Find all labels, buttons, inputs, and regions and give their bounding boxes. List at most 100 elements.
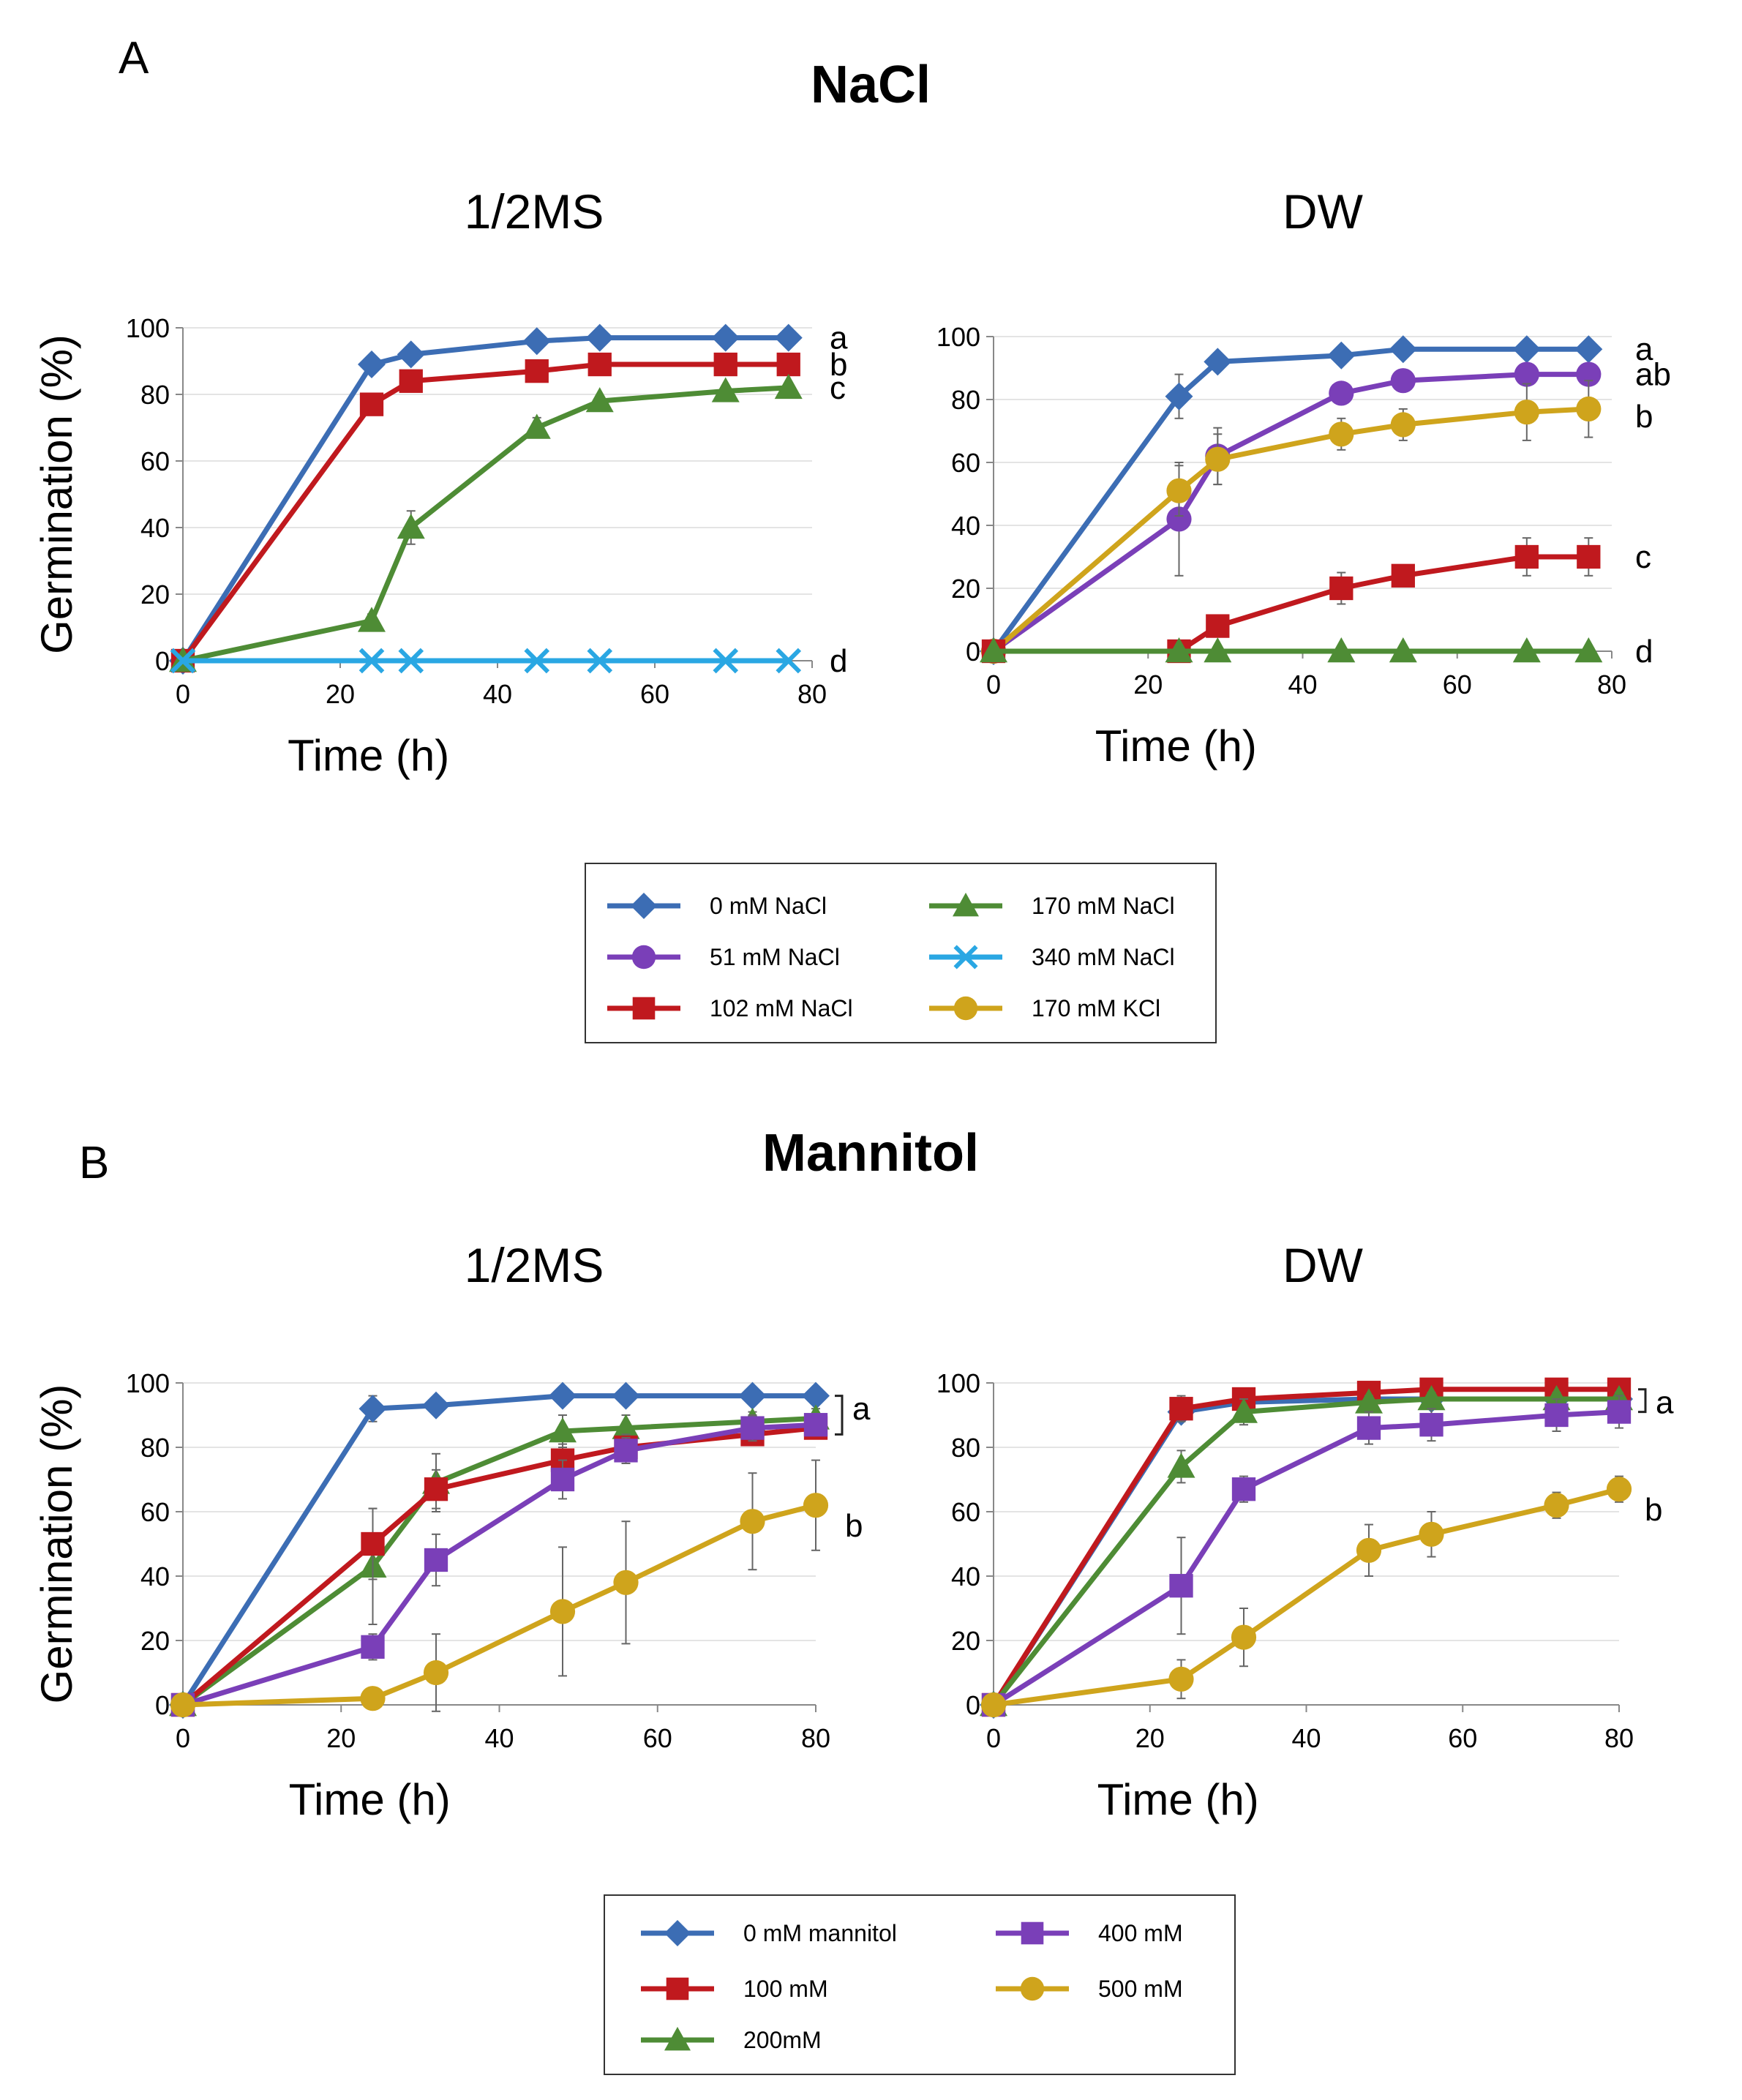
data-point-400-mm: [424, 1548, 448, 1572]
legend-item-51-mm-nacl: 51 mM NaCl: [607, 944, 840, 970]
series-100-mm: [981, 1377, 1632, 1717]
y-tick-label: 80: [140, 1433, 170, 1463]
legend-marker: [666, 1977, 689, 2000]
x-axis-title: Time (h): [1097, 1775, 1259, 1824]
legend-marker-stroke-2: [953, 945, 978, 970]
legend-label: 340 mM NaCl: [1032, 944, 1175, 970]
data-point-170-mm-nacl: [711, 377, 740, 402]
data-point-500-mm: [613, 1570, 639, 1595]
y-tick-label: 60: [140, 446, 170, 476]
data-point-0-mm-nacl: [774, 323, 803, 352]
chart-title: 1/2MS: [465, 184, 604, 239]
data-point-400-mm: [1607, 1400, 1632, 1424]
data-point-102-mm-nacl: [587, 352, 612, 377]
data-point-340-mm-nacl-stroke-2: [358, 648, 385, 674]
data-point-340-mm-nacl: [587, 648, 613, 674]
x-tick-label: 80: [797, 679, 827, 709]
significance-letter: d: [1635, 634, 1653, 670]
legend-item-170-mm-nacl: 170 mM NaCl: [929, 893, 1175, 919]
series-line-400-mm: [181, 1422, 816, 1708]
data-point-0-mm-nacl: [397, 340, 425, 369]
data-point-0-mm-mannitol: [612, 1381, 640, 1410]
x-axis-title: Time (h): [1095, 721, 1257, 770]
legend-label: 500 mM: [1098, 1976, 1183, 2002]
legend-item-0-mm-nacl: 0 mM NaCl: [607, 893, 827, 919]
series-340-mm-nacl: d: [170, 643, 847, 679]
significance-letter: ab: [1635, 357, 1671, 393]
significance-letter: b: [845, 1508, 863, 1544]
data-point-102-mm-nacl: [525, 359, 549, 383]
data-point-170-mm-kcl: [1166, 478, 1192, 503]
y-tick-label: 80: [140, 380, 170, 410]
x-tick-label: 80: [1604, 1723, 1634, 1753]
data-point-500-mm: [360, 1686, 386, 1711]
legend-label: 170 mM KCl: [1032, 995, 1160, 1021]
series-0-mm-mannitol: [169, 1381, 830, 1719]
x-tick-label: 20: [1133, 670, 1163, 700]
data-point-170-mm-kcl: [1329, 421, 1354, 447]
series-200mm: [169, 1404, 830, 1717]
data-point-170-mm-nacl: [774, 373, 803, 400]
data-point-51-mm-nacl: [1166, 506, 1192, 532]
legend-item-100-mm: 100 mM: [641, 1976, 828, 2002]
series-line-200mm: [181, 1415, 816, 1707]
data-point-500-mm: [549, 1599, 576, 1624]
legend-marker: [953, 996, 978, 1021]
data-point-102-mm-nacl: [399, 369, 423, 393]
data-point-400-mm: [1356, 1416, 1381, 1440]
data-point-400-mm: [740, 1416, 765, 1440]
data-point-0-mm-nacl: [711, 323, 740, 352]
series-170-mm-nacl: d: [980, 634, 1653, 670]
series-102-mm-nacl: b: [170, 347, 847, 673]
series-0-mm-mannitol: [980, 1385, 1633, 1719]
y-axis-title: Germination (%): [32, 1384, 81, 1704]
series-170-mm-kcl: b: [980, 380, 1653, 664]
data-point-500-mm: [423, 1660, 449, 1686]
x-axis-title: Time (h): [288, 731, 449, 780]
data-point-500-mm: [1419, 1521, 1444, 1547]
series-500-mm: b: [170, 1459, 863, 1718]
data-point-0-mm-nacl: [1389, 335, 1417, 364]
data-point-100-mm: [424, 1477, 448, 1501]
significance-letter: c: [1635, 539, 1651, 575]
data-point-340-mm-nacl-stroke-2: [398, 648, 424, 674]
data-point-0-mm-mannitol: [358, 1395, 387, 1423]
data-point-400-mm: [1169, 1574, 1193, 1598]
x-tick-label: 0: [986, 1723, 1001, 1753]
data-point-400-mm: [1419, 1413, 1443, 1437]
data-point-102-mm-nacl: [1206, 614, 1230, 638]
data-point-170-mm-nacl: [1389, 637, 1417, 663]
x-tick-label: 20: [326, 1723, 356, 1753]
data-point-170-mm-nacl: [1204, 637, 1232, 663]
y-tick-label: 100: [126, 313, 170, 343]
data-point-51-mm-nacl: [1576, 361, 1602, 387]
legend-label: 102 mM NaCl: [710, 995, 853, 1021]
legend-marker: [664, 1920, 691, 1946]
y-tick-label: 100: [936, 322, 980, 352]
data-point-340-mm-nacl: [358, 648, 385, 674]
legend-label: 0 mM mannitol: [743, 1920, 897, 1946]
data-point-0-mm-nacl: [1327, 341, 1356, 370]
data-point-102-mm-nacl: [1514, 544, 1539, 569]
data-point-500-mm: [803, 1493, 829, 1518]
data-point-200mm: [549, 1417, 577, 1443]
x-tick-label: 60: [1448, 1723, 1477, 1753]
data-point-500-mm: [1231, 1624, 1257, 1650]
legend-marker: [631, 893, 657, 919]
legend-item-170-mm-kcl: 170 mM KCl: [929, 995, 1160, 1021]
chart-nacl-dw: DW 0 20 40 60 80 100 0 20 40 60 80 Time (h) aab b c d: [936, 184, 1671, 770]
data-point-0-mm-nacl: [1204, 348, 1232, 376]
y-tick-label: 40: [140, 1561, 170, 1591]
data-point-0-mm-nacl: [1574, 335, 1603, 364]
x-tick-label: 80: [801, 1723, 830, 1753]
x-tick-label: 0: [986, 670, 1001, 700]
significance-letter: d: [830, 643, 847, 679]
panel-label-a: A: [119, 33, 149, 83]
data-point-400-mm: [803, 1413, 828, 1437]
significance-bracket: [835, 1395, 844, 1436]
legend-label: 51 mM NaCl: [710, 944, 840, 970]
x-tick-label: 60: [643, 1723, 672, 1753]
data-point-51-mm-nacl: [1329, 380, 1354, 406]
y-tick-label: 100: [126, 1368, 170, 1398]
